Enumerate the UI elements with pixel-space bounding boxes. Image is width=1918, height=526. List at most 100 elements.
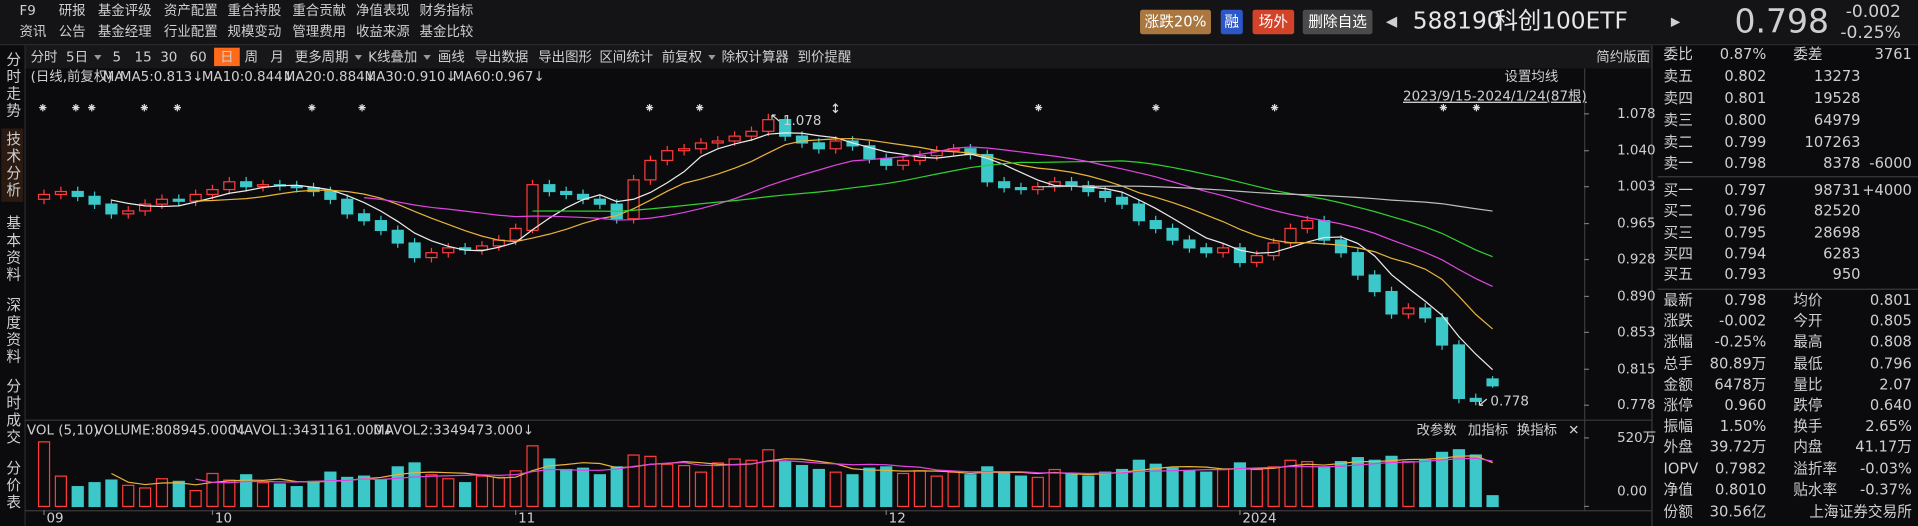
side-tab[interactable]: 深度资料 [4, 297, 21, 366]
vol-action[interactable]: 加指标 [1468, 423, 1508, 439]
toolbar-item[interactable]: 区间统计 [599, 49, 653, 65]
quote-value: 0.794 [1724, 245, 1766, 262]
menu-item[interactable]: F9 [20, 4, 36, 19]
quote-value: 28698 [1814, 225, 1861, 242]
dropdown-arrow [354, 55, 363, 60]
volume-bar [88, 482, 101, 508]
menu-item[interactable]: 基金评级 [98, 2, 152, 19]
toolbar-item[interactable]: 导出数据 [475, 49, 529, 65]
candle-body [896, 159, 910, 166]
menu-item[interactable]: 行业配置 [164, 24, 218, 40]
header-button[interactable] [1140, 9, 1211, 35]
event-marker [72, 103, 80, 112]
quote-label: 均价 [1793, 292, 1823, 309]
event-marker [832, 103, 839, 114]
menu-item[interactable]: 基金经理 [98, 23, 152, 40]
volume-bar [795, 464, 809, 508]
candle-body [408, 242, 421, 259]
vol-action[interactable]: 改参数 [1416, 422, 1457, 439]
candle-body [711, 140, 724, 144]
candle-body [223, 181, 236, 191]
toolbar-item[interactable]: 周 [245, 50, 258, 65]
quote-value: 64979 [1814, 112, 1861, 129]
layout-toggle[interactable]: 简约版面 [1596, 48, 1650, 65]
volume-bar [1183, 470, 1196, 508]
close-indicator[interactable]: ✕ [1568, 424, 1579, 439]
ma-settings[interactable]: 设置均线 [1505, 69, 1559, 85]
header-button[interactable] [1302, 9, 1373, 35]
vol-action[interactable]: 换指标 [1517, 423, 1557, 439]
side-tab[interactable]: 基本资料 [4, 215, 21, 284]
menu-item[interactable]: 财务指标 [420, 3, 474, 19]
quote-value: 80.89万 [1710, 356, 1767, 373]
vol-legend: VOLUME:808945.000↓ [94, 424, 247, 439]
candle-body [880, 157, 893, 166]
header-button-label[interactable]: 场外 [1259, 14, 1289, 31]
menu-item[interactable]: 公告 [59, 24, 86, 40]
quote-label: IOPV [1664, 461, 1699, 478]
quote-label: 卖四 [1664, 90, 1693, 107]
candle-body [1014, 187, 1028, 191]
candle-body [1166, 227, 1179, 241]
volume-bar [964, 474, 977, 508]
period-label: (日线,前复权) [31, 68, 113, 85]
candle-body [206, 188, 219, 196]
quote-value: 2.65% [1865, 418, 1912, 435]
candle-body [998, 181, 1011, 189]
side-tab[interactable]: 分时走势 [4, 51, 21, 120]
side-tab[interactable]: 分价表 [4, 460, 21, 511]
header-button-label[interactable]: 融 [1224, 14, 1239, 31]
toolbar-item[interactable]: K线叠加 [368, 49, 417, 65]
toolbar-item[interactable]: 画线 [438, 49, 465, 65]
volume-bar [172, 480, 185, 508]
volume-bar [1385, 455, 1398, 508]
menu-item[interactable]: 净值表现 [356, 3, 410, 19]
quote-label: 涨停 [1664, 397, 1693, 414]
volume-bar [779, 461, 792, 508]
vol-title: VOL (5,10) [27, 424, 99, 439]
toolbar-item[interactable]: 分时 [31, 49, 58, 65]
candle-body [88, 195, 101, 205]
toolbar-item[interactable]: 除权计算器 [722, 48, 790, 65]
candle-body [560, 190, 573, 196]
candle-body [71, 190, 84, 197]
menu-item[interactable]: 基金比较 [420, 23, 474, 40]
header-button-label[interactable]: 涨跌20% [1145, 14, 1207, 31]
candle-body [1402, 307, 1415, 315]
next-arrow[interactable]: ▶ [1671, 15, 1681, 29]
prev-arrow[interactable]: ◀ [1386, 13, 1398, 30]
toolbar-item[interactable]: 5日 [66, 50, 88, 65]
toolbar-item[interactable]: 更多周期 [295, 48, 349, 65]
toolbar-item[interactable]: 60 [190, 50, 207, 65]
toolbar-item[interactable]: 导出图形 [538, 49, 592, 65]
volume-bar [37, 441, 51, 508]
menu-item[interactable]: 资产配置 [164, 3, 218, 19]
toolbar-item[interactable]: 30 [160, 50, 177, 65]
header-button-label[interactable]: 删除自选 [1308, 14, 1367, 31]
header-button[interactable] [1252, 9, 1295, 35]
menu-item[interactable]: 资讯 [20, 24, 47, 40]
menu-item[interactable]: 收益来源 [356, 24, 410, 40]
menu-item[interactable]: 重合贡献 [292, 3, 346, 19]
toolbar-item[interactable]: 前复权 [662, 48, 702, 65]
toolbar-item[interactable]: 5 [113, 50, 122, 65]
header-button[interactable] [1220, 9, 1243, 35]
toolbar-item[interactable]: 到价提醒 [798, 49, 852, 65]
menu-item[interactable]: 管理费用 [292, 24, 346, 40]
event-marker [645, 103, 654, 112]
quote-label: 卖五 [1664, 68, 1693, 85]
last-price: 0.798 [1735, 2, 1830, 41]
menu-item[interactable]: 研报 [59, 3, 86, 19]
volume-bar [1250, 468, 1263, 508]
event-marker [88, 103, 96, 112]
menu-item[interactable]: 重合持股 [228, 3, 282, 19]
toolbar-item[interactable]: 日 [220, 50, 233, 65]
side-tab[interactable]: 技术分析 [4, 131, 21, 200]
toolbar-item[interactable]: 15 [135, 50, 152, 65]
volume-bar [1318, 466, 1331, 508]
side-tab[interactable]: 分时成交 [4, 378, 21, 447]
volume-bar [829, 471, 842, 508]
menu-item[interactable]: 规模变动 [228, 24, 282, 40]
toolbar-item[interactable]: 月 [270, 50, 283, 65]
candle-body [644, 159, 657, 181]
